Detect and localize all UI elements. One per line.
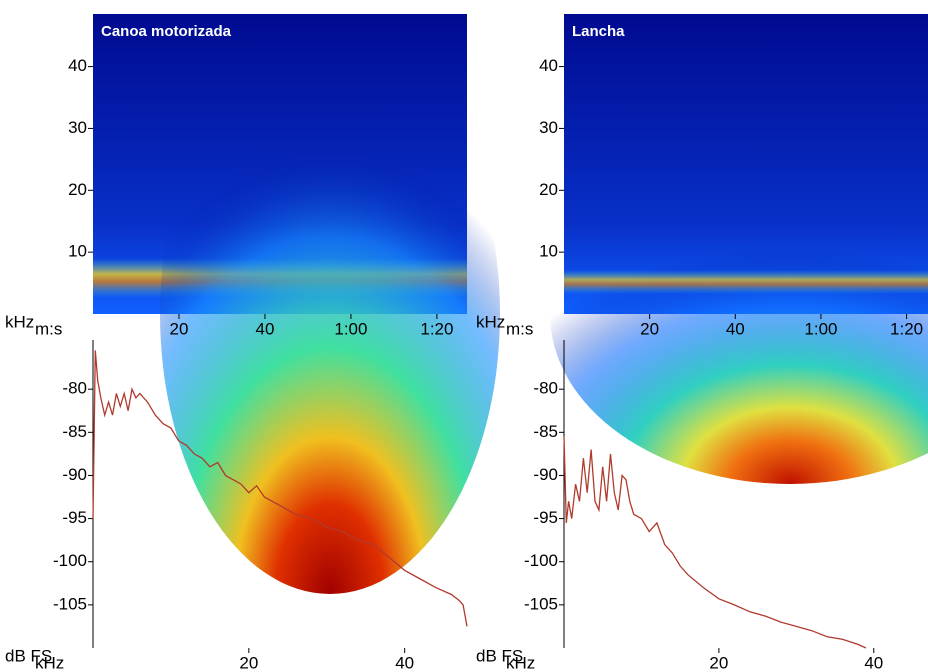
y-tick-label: 10 (539, 242, 558, 261)
y-tick-label: -100 (524, 551, 558, 570)
x-tick-label: 1:20 (420, 319, 453, 338)
y-axis-label: kHz (476, 312, 505, 331)
y-tick-label: -85 (62, 422, 87, 441)
y-tick-label: -95 (533, 508, 558, 527)
x-tick-label: 40 (395, 653, 414, 672)
x-tick-label: 20 (709, 653, 728, 672)
x-axis-label: kHz (35, 653, 64, 672)
y-axis-label: kHz (5, 312, 34, 331)
x-axis-label: m:s (35, 319, 62, 338)
x-axis-label: m:s (506, 319, 533, 338)
y-tick-label: 20 (539, 180, 558, 199)
y-axis-label: dB FS (5, 646, 52, 665)
y-tick-label: -90 (533, 465, 558, 484)
x-tick-label: 20 (239, 653, 258, 672)
x-tick-label: 1:00 (334, 319, 367, 338)
y-tick-label: -85 (533, 422, 558, 441)
panel-title: Canoa motorizada (101, 23, 232, 40)
y-tick-label: 30 (539, 118, 558, 137)
spectrogram-image: Canoa motorizada (93, 14, 500, 594)
y-tick-label: -80 (533, 379, 558, 398)
x-tick-label: 40 (864, 653, 883, 672)
x-tick-label: 20 (640, 319, 659, 338)
y-tick-label: 40 (68, 56, 87, 75)
x-axis-label: kHz (506, 653, 535, 672)
y-tick-label: -100 (53, 551, 87, 570)
spectrum-line (563, 436, 867, 649)
y-tick-label: -105 (524, 594, 558, 613)
y-tick-label: 40 (539, 56, 558, 75)
panel-title: Lancha (572, 23, 625, 40)
x-tick-label: 1:20 (890, 319, 923, 338)
x-tick-label: 1:00 (804, 319, 837, 338)
x-tick-label: 20 (170, 319, 189, 338)
y-axis-label: dB FS (476, 646, 523, 665)
y-tick-label: 30 (68, 118, 87, 137)
y-tick-label: -80 (62, 379, 87, 398)
y-tick-label: -90 (62, 465, 87, 484)
y-tick-label: 10 (68, 242, 87, 261)
y-tick-label: -95 (62, 508, 87, 527)
y-tick-label: -105 (53, 594, 87, 613)
y-tick-label: 20 (68, 180, 87, 199)
spectrogram-image: Lancha (550, 14, 928, 484)
spectrum-line (92, 350, 468, 627)
x-tick-label: 40 (255, 319, 274, 338)
x-tick-label: 40 (726, 319, 745, 338)
